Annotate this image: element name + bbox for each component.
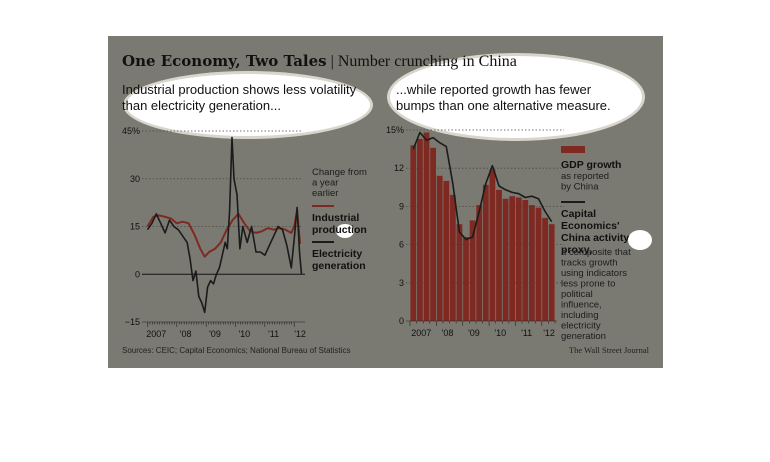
series-line-electricity (146, 136, 303, 314)
bar-gdp (463, 237, 469, 321)
bar-gdp (436, 175, 443, 321)
legend-note-activity-line: less prone to (561, 279, 615, 290)
highlight-right (390, 56, 642, 138)
y-tick-label: 0 (135, 269, 140, 279)
bar-gdp (417, 138, 423, 321)
legend-label-activity-line: proxy, (561, 244, 592, 256)
legend-note-activity-line: tracks growth (561, 258, 618, 269)
y-tick-label: 15 (130, 222, 140, 232)
legend-label-activity-line: China activity (561, 232, 629, 244)
legend-note-activity-line: influence, (561, 300, 602, 311)
legend-label-industrial-line: Industrial (312, 212, 359, 224)
source-note: Sources: CEIC; Capital Economics; Nation… (122, 346, 351, 355)
legend-note-gdp-line: as reported (561, 171, 609, 182)
x-tick-label: '08 (442, 328, 454, 338)
right-panel-title: ...while reported growth has fewer bumps… (396, 82, 611, 113)
chart-title: One Economy, Two Tales (122, 52, 327, 70)
legend-label-activity-line: Economics' (561, 220, 620, 232)
publisher-credit: The Wall Street Journal (568, 345, 649, 355)
legend-note-activity-line: using indicators (561, 268, 627, 279)
left-panel-title: Industrial production shows less volatil… (122, 82, 357, 113)
y-tick-label: −15 (125, 317, 140, 327)
annotation-change-line: a year (312, 178, 338, 189)
title-separator: | (330, 53, 334, 70)
y-tick-label: 6 (399, 240, 404, 250)
y-tick-label: 0 (399, 316, 404, 326)
annotation-change-line: earlier (312, 188, 338, 199)
legend-note-activity-line: including (561, 310, 599, 321)
x-tick-label: '10 (494, 328, 506, 338)
x-tick-label: '11 (268, 329, 279, 339)
x-tick-label: '09 (209, 329, 221, 339)
bar-gdp (456, 224, 463, 321)
y-tick-label: 30 (130, 174, 140, 184)
bar-gdp (529, 205, 535, 321)
bar-gdp (522, 200, 529, 321)
legend-label-electricity-line: generation (312, 260, 366, 272)
bar-gdp (449, 194, 456, 321)
title-row: One Economy, Two Tales | Number crunching … (122, 52, 517, 71)
bar-gdp (515, 197, 522, 321)
legend-note-activity-line: a composite that (561, 247, 631, 258)
legend-swatch-gdp (561, 146, 585, 153)
annotation-change-line: Change from (312, 167, 367, 178)
bar-gdp (410, 145, 417, 321)
x-tick-label: 2007 (411, 328, 431, 338)
x-tick-label: '11 (521, 328, 532, 338)
y-tick-label: 12 (394, 163, 404, 173)
bar-gdp (443, 180, 450, 321)
legend-note-activity-line: electricity (561, 321, 601, 332)
chart-subtitle: Number crunching in China (337, 53, 517, 70)
bar-gdp (430, 147, 436, 321)
legend-label-electricity-line: Electricity (312, 248, 362, 260)
legend-label-industrial-line: production (312, 224, 367, 236)
series-line-activity-proxy (412, 131, 553, 241)
bar-gdp (476, 205, 483, 321)
bar-gdp (502, 198, 509, 321)
legend-note-gdp-line: by China (561, 182, 599, 193)
x-tick-label: '09 (468, 328, 480, 338)
y-tick-label: 3 (399, 278, 404, 288)
left-chart: 45% 30 15 0 −15 2007 '08 '09 '10 '11 '12 Change fro… (122, 126, 367, 339)
chart-panel: One Economy, Two Tales | Number crunching … (108, 36, 663, 368)
legend-label-gdp: GDP growth (561, 159, 621, 171)
legend-label-activity-line: Capital (561, 208, 596, 220)
highlight-left (126, 74, 370, 136)
legend-note-activity-line: generation (561, 331, 606, 342)
x-tick-label: 2007 (146, 329, 166, 339)
bar-gdp (535, 207, 542, 321)
highlight-small-right (628, 230, 652, 250)
bar-gdp (469, 220, 476, 321)
right-chart: 15% 12 9 6 3 0 2007 '08 '09 '10 '11 '12 GDP growthas… (386, 125, 631, 342)
bar-gdp (489, 169, 496, 321)
bar-gdp (423, 132, 430, 321)
bar-gdp (542, 217, 548, 321)
bar-gdp (496, 189, 502, 321)
bar-gdp (548, 224, 555, 321)
legend-note-activity-line: political (561, 289, 593, 300)
x-tick-label: '08 (180, 329, 192, 339)
x-tick-label: '12 (294, 329, 306, 339)
highlight-small-left (336, 224, 354, 238)
x-tick-label: '12 (543, 328, 555, 338)
x-tick-label: '10 (238, 329, 250, 339)
bar-gdp (482, 184, 489, 321)
bar-gdp (509, 196, 516, 321)
y-tick-label: 15% (386, 125, 404, 135)
y-tick-label: 9 (399, 201, 404, 211)
y-tick-label: 45% (122, 126, 140, 136)
